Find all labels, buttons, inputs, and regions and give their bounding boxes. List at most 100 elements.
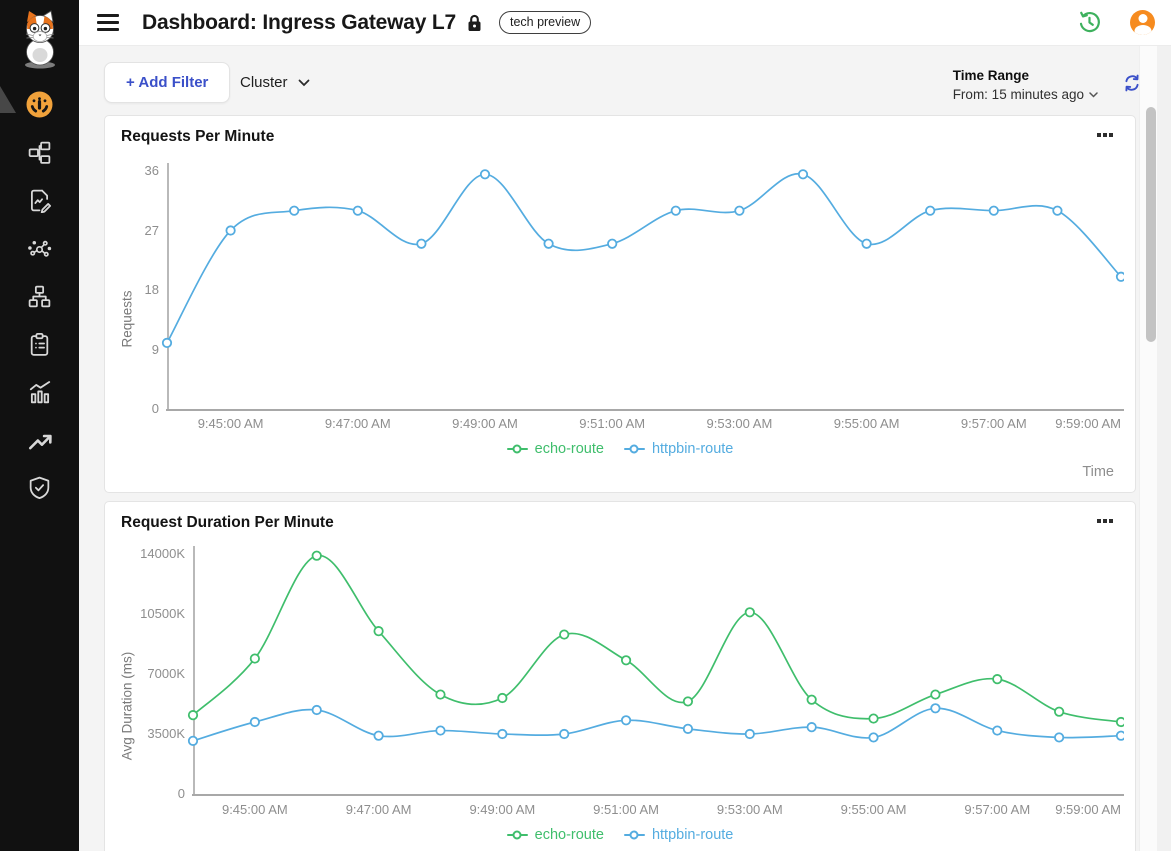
user-avatar-icon[interactable]: [1130, 10, 1155, 35]
data-point-marker: [416, 238, 427, 249]
y-axis-title: Requests: [119, 290, 135, 348]
data-point-marker: [734, 205, 745, 216]
legend-item-echo-route[interactable]: echo-route: [506, 827, 604, 843]
x-axis-tick-label: 9:51:00 AM: [593, 802, 659, 817]
legend-marker-icon: [506, 447, 528, 451]
data-point-marker: [861, 238, 872, 249]
scrollbar-thumb[interactable]: [1146, 107, 1156, 342]
legend-label: echo-route: [534, 827, 604, 843]
data-point-marker: [992, 674, 1003, 685]
cluster-dropdown[interactable]: Cluster: [240, 62, 310, 103]
sidebar-item-topology[interactable]: [0, 128, 79, 176]
y-axis-tick-label: 10500K: [140, 606, 185, 621]
legend-label: echo-route: [534, 441, 604, 457]
x-axis-tick-label: 9:47:00 AM: [345, 802, 412, 817]
app-header: Dashboard: Ingress Gateway L7 tech previ…: [79, 0, 1171, 46]
data-point-marker: [607, 238, 618, 249]
sidebar-item-trends[interactable]: [0, 416, 79, 464]
sidebar-item-zones[interactable]: [0, 272, 79, 320]
panel-menu-icon[interactable]: [1103, 133, 1107, 137]
x-axis-tick-label: 9:51:00 AM: [579, 416, 646, 431]
y-axis-line: [167, 163, 169, 409]
series-line-httpbin-route: [166, 172, 1122, 344]
panel-title: Requests Per Minute: [121, 128, 275, 145]
series-line-echo-route: [192, 554, 1122, 723]
duration-line-chart[interactable]: 0 3500K 7000K 10500K 14000K 9:45:00 AM 9:47:00…: [105, 502, 1135, 851]
x-axis-title: Time: [1082, 464, 1114, 480]
data-point-marker: [868, 732, 879, 743]
data-point-marker: [925, 205, 936, 216]
x-axis-tick-label: 9:55:00 AM: [833, 416, 900, 431]
data-point-marker: [682, 723, 694, 734]
filter-toolbar: + Add Filter Cluster Time Range From: 15…: [104, 62, 1141, 104]
history-icon[interactable]: [1078, 11, 1101, 34]
data-point-marker: [161, 337, 173, 348]
sitemap-icon: [27, 284, 52, 309]
y-axis-tick-label: 3500K: [147, 726, 185, 741]
x-axis-tick-label: 9:49:00 AM: [469, 802, 536, 817]
data-point-marker: [806, 694, 817, 705]
line-chart-canvas[interactable]: [183, 542, 1124, 804]
data-point-marker: [311, 550, 322, 561]
data-point-marker: [225, 225, 236, 236]
data-point-marker: [1052, 205, 1063, 216]
time-range-picker[interactable]: Time Range From: 15 minutes ago: [953, 68, 1098, 102]
sidebar-item-analytics[interactable]: [0, 368, 79, 416]
data-point-marker: [930, 689, 941, 700]
x-axis-tick-label: 9:59:00 AM: [1055, 416, 1121, 431]
hamburger-menu-icon[interactable]: [97, 14, 119, 31]
sidebar-item-services[interactable]: [0, 224, 79, 272]
data-point-marker: [352, 205, 363, 216]
data-point-marker: [988, 205, 999, 216]
sidebar: [0, 0, 79, 851]
bar-line-chart-icon: [27, 379, 53, 405]
panel-title: Request Duration Per Minute: [121, 514, 334, 531]
data-point-marker: [930, 703, 941, 714]
data-point-marker: [373, 730, 384, 741]
y-axis-tick-label: 7000K: [147, 666, 185, 681]
data-point-marker: [187, 710, 199, 721]
shield-check-icon: [27, 475, 52, 500]
chevron-down-icon: [298, 79, 309, 86]
add-filter-button[interactable]: + Add Filter: [104, 62, 231, 103]
y-axis-tick-label: 0: [177, 786, 185, 801]
x-axis-line: [192, 794, 1124, 796]
x-axis-tick-label: 9:49:00 AM: [452, 416, 518, 431]
lock-icon: [467, 14, 482, 32]
data-point-marker: [797, 169, 809, 180]
legend-item-httpbin-route[interactable]: httpbin-route: [623, 441, 733, 457]
data-point-marker: [806, 722, 817, 733]
data-point-marker: [670, 205, 681, 216]
data-point-marker: [559, 629, 570, 640]
kuma-cat-logo[interactable]: [17, 8, 63, 75]
data-point-marker: [1115, 271, 1124, 282]
x-axis-tick-label: 9:45:00 AM: [221, 802, 288, 817]
line-chart-canvas[interactable]: [157, 159, 1124, 419]
data-point-marker: [435, 725, 446, 736]
sidebar-fold-decoration: [0, 86, 16, 113]
page-gutter: [1157, 46, 1171, 851]
legend-marker-icon: [623, 833, 645, 837]
page-title: Dashboard: Ingress Gateway L7: [142, 10, 456, 34]
sidebar-item-security[interactable]: [0, 463, 79, 511]
x-axis-tick-label: 9:45:00 AM: [197, 416, 264, 431]
panel-menu-icon[interactable]: [1103, 519, 1107, 523]
panel-requests-per-minute: Requests Per Minute 0 9 18 27 36 9:45:00 AM 9:…: [104, 115, 1136, 493]
data-point-marker: [1115, 730, 1124, 741]
panel-request-duration-per-minute: Request Duration Per Minute 0 3500K 7000K 1…: [104, 501, 1136, 851]
data-point-marker: [620, 715, 632, 726]
data-point-marker: [479, 169, 491, 180]
refresh-icon[interactable]: [1123, 74, 1141, 92]
sidebar-item-mesh-insights[interactable]: [0, 320, 79, 368]
y-axis-tick-label: 18: [144, 282, 159, 297]
legend-item-httpbin-route[interactable]: httpbin-route: [623, 827, 733, 843]
data-point-marker: [289, 205, 300, 216]
data-point-marker: [249, 653, 260, 664]
legend-item-echo-route[interactable]: echo-route: [506, 441, 604, 457]
sidebar-item-dashboards[interactable]: [0, 80, 79, 128]
data-point-marker: [682, 696, 694, 707]
requests-line-chart[interactable]: 0 9 18 27 36 9:45:00 AM 9:47:00 AM 9:49:00 AM 9:…: [105, 116, 1135, 492]
sidebar-item-policies[interactable]: [0, 176, 79, 224]
series-line-httpbin-route: [192, 707, 1122, 742]
x-axis-tick-label: 9:55:00 AM: [840, 802, 907, 817]
